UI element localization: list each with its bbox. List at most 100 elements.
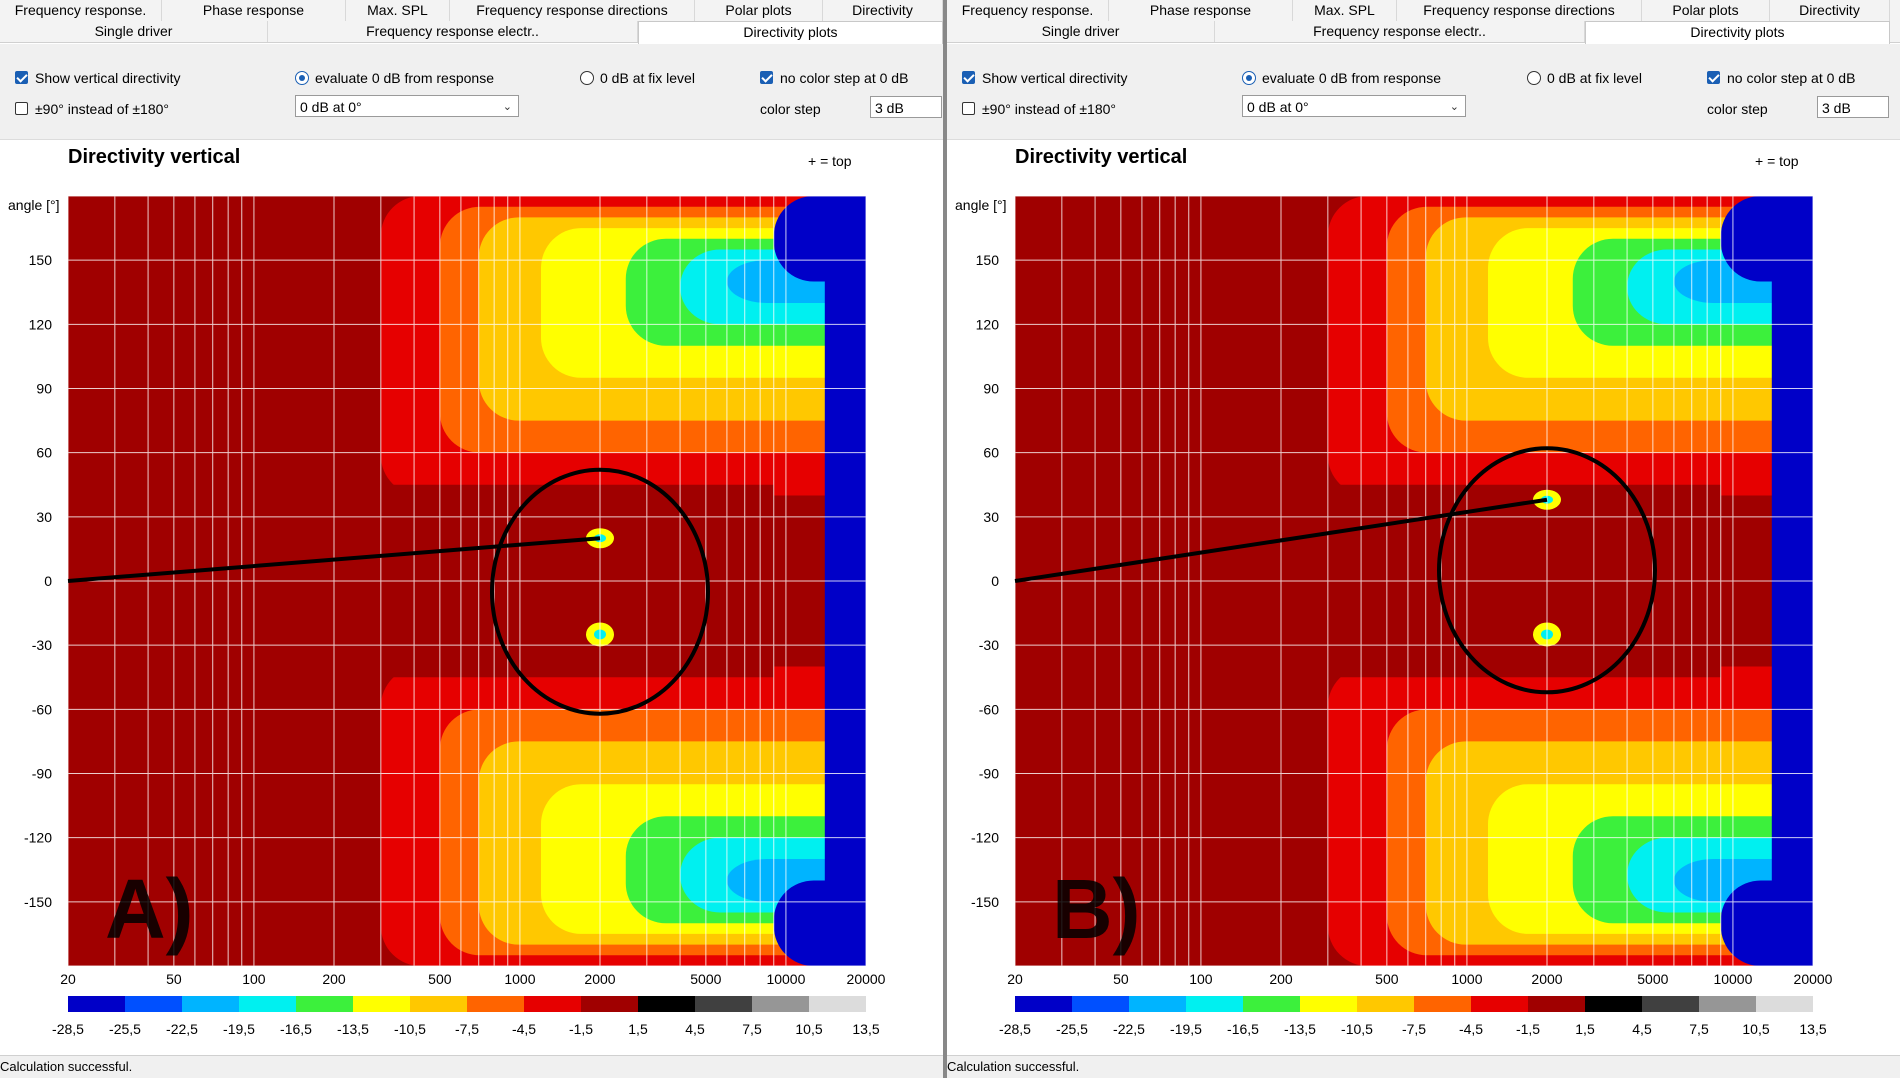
status-bar: Calculation successful. (0, 1055, 943, 1078)
checkbox-label: ±90° instead of ±180° (35, 101, 169, 117)
chevron-down-icon: ⌄ (502, 101, 512, 113)
y-tick-label: 90 (983, 381, 999, 397)
y-tick-label: -90 (979, 766, 999, 782)
no-color-step-checkbox[interactable]: no color step at 0 dB (760, 68, 908, 88)
radio-label: evaluate 0 dB from response (315, 70, 494, 86)
annotation-circle (1437, 446, 1657, 695)
y-tick-label: -60 (979, 701, 999, 717)
pm90-checkbox[interactable]: ±90° instead of ±180° (15, 99, 169, 119)
colorbar-label: -28,5 (999, 1021, 1031, 1037)
y-tick-label: 150 (29, 252, 53, 268)
y-tick-label: -60 (32, 701, 52, 717)
panel-b: Frequency response. Phase response Max. … (947, 0, 1900, 1078)
colorbar-label: 13,5 (852, 1021, 879, 1037)
y-tick-label: 150 (976, 252, 1000, 268)
checkbox-box[interactable] (15, 71, 28, 84)
colorbar-label: -10,5 (394, 1021, 426, 1037)
checkbox-box[interactable] (962, 71, 975, 84)
tab-phase-response[interactable]: Phase response (1109, 0, 1293, 21)
tab-phase-response[interactable]: Phase response (162, 0, 346, 21)
no-color-step-checkbox[interactable]: no color step at 0 dB (1707, 68, 1855, 88)
y-tick-label: -90 (32, 766, 52, 782)
tab-frequency-response-electr[interactable]: Frequency response electr.. (1215, 21, 1585, 42)
checkbox-box[interactable] (962, 102, 975, 115)
fix-level-radio[interactable]: 0 dB at fix level (1527, 68, 1642, 88)
colorbar-label: -25,5 (109, 1021, 141, 1037)
colorbar-swatch (296, 996, 353, 1012)
colorbar-swatch (239, 996, 296, 1012)
color-step-label: color step (1707, 101, 1768, 117)
show-vertical-checkbox[interactable]: Show vertical directivity (15, 68, 181, 88)
pm90-checkbox[interactable]: ±90° instead of ±180° (962, 99, 1116, 119)
x-tick-label: 1000 (1451, 971, 1482, 987)
tab-polar-plots[interactable]: Polar plots (695, 0, 823, 21)
colorbar-label: -25,5 (1056, 1021, 1088, 1037)
evaluate-0db-radio[interactable]: evaluate 0 dB from response (295, 68, 494, 88)
tab-frequency-response-electr[interactable]: Frequency response electr.. (268, 21, 638, 42)
colorbar-swatch (1699, 996, 1756, 1012)
tab-directivity[interactable]: Directivity (1770, 0, 1890, 21)
colorbar-label: -13,5 (337, 1021, 369, 1037)
radio-circle[interactable] (295, 71, 309, 85)
x-tick-label: 1000 (504, 971, 535, 987)
y-tick-label: 60 (983, 445, 999, 461)
colorbar-label: -1,5 (569, 1021, 593, 1037)
reference-select-value: 0 dB at 0° (1247, 99, 1309, 115)
x-tick-label: 10000 (766, 971, 805, 987)
checkbox-label: ±90° instead of ±180° (982, 101, 1116, 117)
panel-divider (943, 0, 947, 1078)
tab-directivity-plots[interactable]: Directivity plots (1585, 21, 1890, 44)
tab-row-top: Frequency response. Phase response Max. … (947, 0, 1900, 22)
color-step-input[interactable]: 3 dB (870, 96, 942, 118)
colorbar-swatch (1186, 996, 1243, 1012)
tab-single-driver[interactable]: Single driver (0, 21, 268, 42)
colorbar-label: -28,5 (52, 1021, 84, 1037)
tab-frequency-response-directions[interactable]: Frequency response directions (1397, 0, 1642, 21)
checkbox-box[interactable] (1707, 71, 1720, 84)
chevron-down-icon: ⌄ (1449, 101, 1459, 113)
tab-directivity-plots[interactable]: Directivity plots (638, 21, 943, 44)
tab-frequency-response-directions[interactable]: Frequency response directions (450, 0, 695, 21)
tab-directivity[interactable]: Directivity (823, 0, 943, 21)
colorbar-label: -4,5 (512, 1021, 536, 1037)
radio-label: evaluate 0 dB from response (1262, 70, 1441, 86)
radio-circle[interactable] (1242, 71, 1256, 85)
y-axis-label: angle [°] (8, 197, 60, 213)
colorbar-swatch (410, 996, 467, 1012)
tab-frequency-response[interactable]: Frequency response. (0, 0, 162, 21)
tab-frequency-response[interactable]: Frequency response. (947, 0, 1109, 21)
reference-select[interactable]: 0 dB at 0° ⌄ (1242, 95, 1466, 117)
y-tick-label: 120 (976, 316, 1000, 332)
colorbar-label: 7,5 (1689, 1021, 1709, 1037)
fix-level-radio[interactable]: 0 dB at fix level (580, 68, 695, 88)
colorbar-label: -10,5 (1341, 1021, 1373, 1037)
x-tick-label: 5000 (690, 971, 721, 987)
tab-max-spl[interactable]: Max. SPL (1293, 0, 1397, 21)
reference-select[interactable]: 0 dB at 0° ⌄ (295, 95, 519, 117)
show-vertical-checkbox[interactable]: Show vertical directivity (962, 68, 1128, 88)
x-tick-label: 50 (1113, 971, 1129, 987)
checkbox-box[interactable] (15, 102, 28, 115)
colorbar-swatch (638, 996, 695, 1012)
x-tick-label: 20 (60, 971, 76, 987)
tab-single-driver[interactable]: Single driver (947, 21, 1215, 42)
y-tick-label: 30 (36, 509, 52, 525)
checkbox-box[interactable] (760, 71, 773, 84)
tab-max-spl[interactable]: Max. SPL (346, 0, 450, 21)
x-tick-label: 50 (166, 971, 182, 987)
radio-label: 0 dB at fix level (600, 70, 695, 86)
evaluate-0db-radio[interactable]: evaluate 0 dB from response (1242, 68, 1441, 88)
top-note: + = top (1755, 153, 1799, 169)
colorbar-label: 4,5 (685, 1021, 705, 1037)
directivity-chart: angle [°] 150 120 90 60 30 0 -30 -60 -90 -120 -150 2… (955, 195, 1833, 1037)
tab-polar-plots[interactable]: Polar plots (1642, 0, 1770, 21)
radio-circle[interactable] (1527, 71, 1541, 85)
x-tick-label: 500 (428, 971, 452, 987)
colorbar-label: -19,5 (1170, 1021, 1202, 1037)
color-step-input[interactable]: 3 dB (1817, 96, 1889, 118)
x-tick-label: 2000 (584, 971, 615, 987)
colorbar-label: 1,5 (628, 1021, 648, 1037)
radio-circle[interactable] (580, 71, 594, 85)
checkbox-label: Show vertical directivity (35, 70, 181, 86)
grid (1014, 195, 1814, 967)
